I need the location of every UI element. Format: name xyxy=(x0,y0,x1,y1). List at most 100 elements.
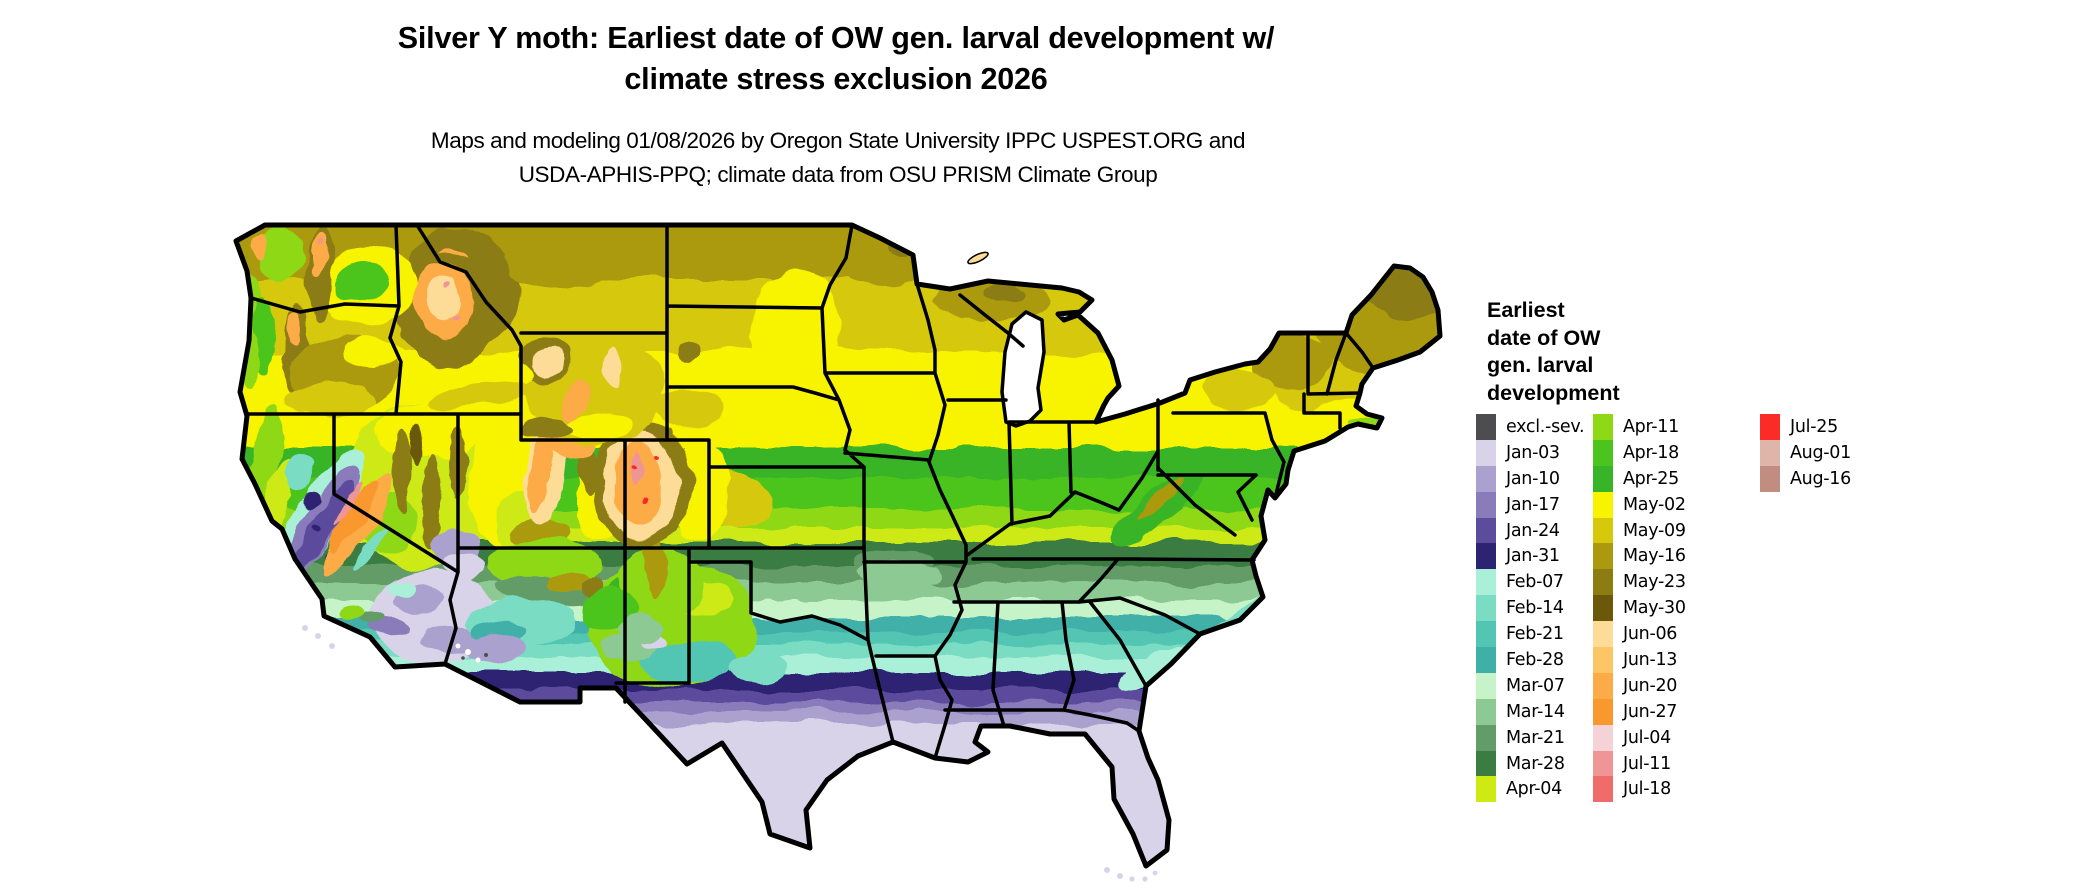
legend-swatch xyxy=(1476,543,1496,570)
legend-swatch xyxy=(1593,569,1613,596)
legend-label: May-09 xyxy=(1623,520,1686,541)
legend-swatch xyxy=(1593,672,1613,699)
legend-label: Jul-18 xyxy=(1623,779,1671,800)
legend-label: Jan-31 xyxy=(1506,546,1560,567)
legend-label: Aug-16 xyxy=(1790,468,1851,489)
legend-row: Apr-18 xyxy=(1593,439,1686,466)
legend-swatch xyxy=(1476,698,1496,725)
legend-row: excl.-sev. xyxy=(1476,414,1585,440)
legend-swatch xyxy=(1760,414,1780,440)
legend-row: Mar-21 xyxy=(1476,724,1584,751)
legend-row: Jan-31 xyxy=(1476,543,1584,570)
legend-swatch xyxy=(1476,439,1496,466)
map-subtitle: Maps and modeling 01/08/2026 by Oregon S… xyxy=(0,124,1676,192)
legend-label: Mar-07 xyxy=(1506,675,1565,696)
legend-label: Jan-17 xyxy=(1506,494,1560,515)
legend-row: Jan-17 xyxy=(1476,491,1584,518)
us-outline xyxy=(233,222,1443,869)
legend-row: Feb-21 xyxy=(1476,621,1584,648)
legend-col-1: excl.-sev. Jan-03 Jan-10 Jan-17 Jan-24 Jan-31… xyxy=(1476,414,1585,803)
legend-swatch xyxy=(1593,517,1613,544)
map-title: Silver Y moth: Earliest date of OW gen. … xyxy=(0,18,1672,100)
legend-swatch xyxy=(1593,439,1613,466)
legend-label: May-30 xyxy=(1623,598,1686,619)
legend-row: Apr-04 xyxy=(1476,776,1584,803)
legend-label: Mar-28 xyxy=(1506,753,1565,774)
legend-row: Jan-24 xyxy=(1476,517,1584,544)
legend-swatch xyxy=(1593,491,1613,518)
legend-swatch xyxy=(1593,647,1613,673)
legend-swatch xyxy=(1593,414,1613,440)
legend-row: Aug-01 xyxy=(1760,439,1851,466)
legend-swatch xyxy=(1760,465,1780,492)
legend-swatch xyxy=(1593,776,1613,803)
legend-label: Feb-21 xyxy=(1506,624,1564,645)
legend-label: Feb-14 xyxy=(1506,598,1564,619)
legend-label: May-02 xyxy=(1623,494,1686,515)
legend-label: May-23 xyxy=(1623,572,1686,593)
legend-label: Feb-07 xyxy=(1506,572,1564,593)
legend-row: May-02 xyxy=(1593,491,1686,518)
state-borders xyxy=(245,223,1375,760)
excluded-pixels xyxy=(455,643,488,663)
legend-swatch xyxy=(1476,672,1496,699)
map-paint xyxy=(236,225,1440,866)
legend-title: Earliest date of OW gen. larval developm… xyxy=(1487,297,1620,407)
legend-row: May-30 xyxy=(1593,595,1686,622)
legend-label: Apr-25 xyxy=(1623,468,1679,489)
legend-label: Jan-03 xyxy=(1506,442,1560,463)
legend-row: Jun-27 xyxy=(1593,698,1686,725)
legend-row: Jan-10 xyxy=(1476,465,1584,492)
legend-swatch xyxy=(1476,724,1496,751)
legend-swatch xyxy=(1593,595,1613,622)
legend-swatch xyxy=(1476,647,1496,673)
legend-row: Feb-14 xyxy=(1476,595,1584,622)
legend-label: Jul-25 xyxy=(1790,416,1838,437)
legend-title-line: development xyxy=(1487,380,1620,405)
legend-row: Jun-06 xyxy=(1593,621,1686,648)
legend-label: Feb-28 xyxy=(1506,649,1564,670)
legend-row: Mar-14 xyxy=(1476,698,1584,725)
legend-swatch xyxy=(1476,621,1496,648)
legend-swatch xyxy=(1760,439,1780,466)
offshore-islands xyxy=(302,625,1158,882)
legend-swatch xyxy=(1593,465,1613,492)
map-title-line1: Silver Y moth: Earliest date of OW gen. … xyxy=(397,21,1275,55)
legend-swatch xyxy=(1476,776,1496,803)
legend-swatch xyxy=(1476,491,1496,518)
legend-label: Apr-11 xyxy=(1623,416,1679,437)
legend-row: Feb-28 xyxy=(1476,647,1584,673)
map-subtitle-line1: Maps and modeling 01/08/2026 by Oregon S… xyxy=(430,128,1246,153)
legend-row: May-16 xyxy=(1593,543,1686,570)
legend-row: May-09 xyxy=(1593,517,1686,544)
legend-swatch xyxy=(1476,569,1496,596)
legend-label: Jan-10 xyxy=(1506,468,1560,489)
legend-swatch xyxy=(1593,621,1613,648)
isle-royale xyxy=(967,251,989,265)
legend-title-line: Earliest xyxy=(1487,298,1565,322)
legend-title-line: date of OW xyxy=(1487,325,1601,350)
legend-label: Jul-04 xyxy=(1623,727,1671,748)
legend-label: Jun-06 xyxy=(1623,624,1678,645)
legend-row: May-23 xyxy=(1593,569,1686,596)
map-subtitle-line2: USDA-APHIS-PPQ; climate data from OSU PR… xyxy=(518,162,1158,187)
legend-swatch xyxy=(1476,750,1496,777)
legend-swatch xyxy=(1476,465,1496,492)
legend-row: Jul-18 xyxy=(1593,776,1686,803)
legend-col-2: Apr-11 Apr-18 Apr-25 May-02 May-09 May-16 May-… xyxy=(1593,414,1686,803)
legend-swatch xyxy=(1593,543,1613,570)
legend-row: Jul-11 xyxy=(1593,750,1686,777)
legend-label: Apr-04 xyxy=(1506,779,1562,800)
legend-swatch xyxy=(1476,414,1496,440)
legend-title-line: gen. larval xyxy=(1487,353,1594,377)
legend-label: Mar-21 xyxy=(1506,727,1565,748)
legend-label: Jun-27 xyxy=(1623,701,1678,722)
legend-row: Aug-16 xyxy=(1760,465,1851,492)
legend-label: Mar-14 xyxy=(1506,701,1565,722)
legend-row: Apr-25 xyxy=(1593,465,1686,492)
legend-label: excl.-sev. xyxy=(1506,416,1585,437)
legend-row: Mar-07 xyxy=(1476,672,1584,699)
legend-row: Feb-07 xyxy=(1476,569,1584,596)
legend-row: Mar-28 xyxy=(1476,750,1584,777)
